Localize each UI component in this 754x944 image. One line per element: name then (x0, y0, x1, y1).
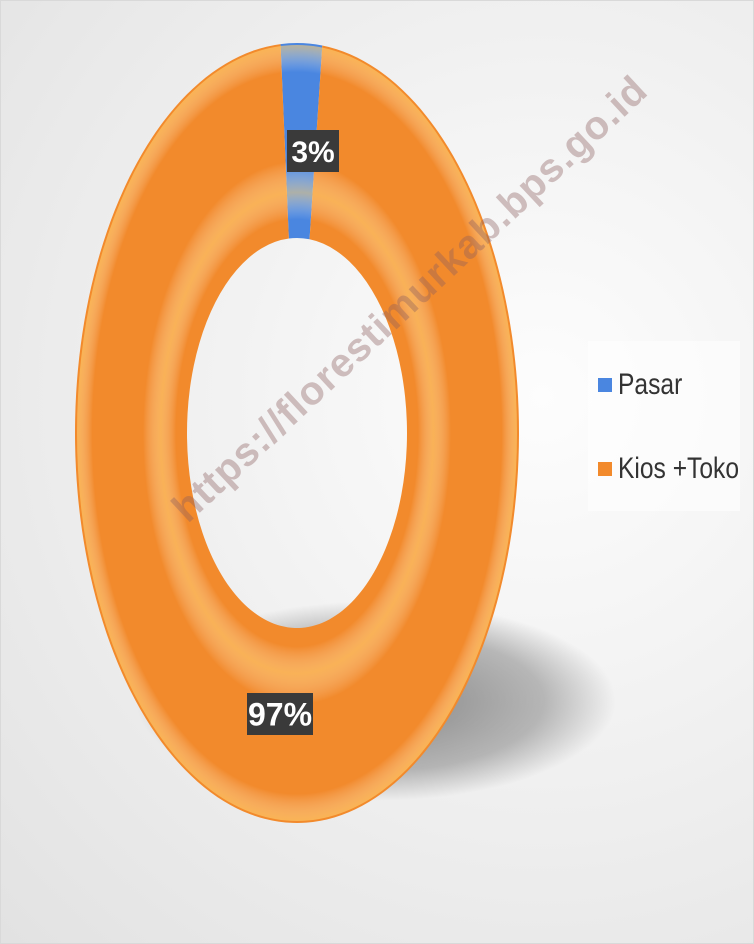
data-label-box (247, 693, 313, 735)
legend-item-pasar: Pasar (598, 365, 740, 405)
legend-swatch-pasar (598, 378, 612, 392)
data-label-box (287, 130, 339, 172)
legend-swatch-kios-toko (598, 462, 612, 476)
data-label-text: 3% (291, 136, 334, 169)
legend-item-kios-toko: Kios +Toko (598, 449, 740, 489)
data-label-text: 97% (248, 697, 312, 733)
legend-label-pasar: Pasar (618, 368, 683, 401)
legend: Pasar Kios +Toko (588, 341, 740, 511)
data-label-0: 3% (287, 130, 339, 172)
data-label-1: 97% (247, 693, 313, 735)
legend-label-kios-toko: Kios +Toko (618, 452, 740, 485)
